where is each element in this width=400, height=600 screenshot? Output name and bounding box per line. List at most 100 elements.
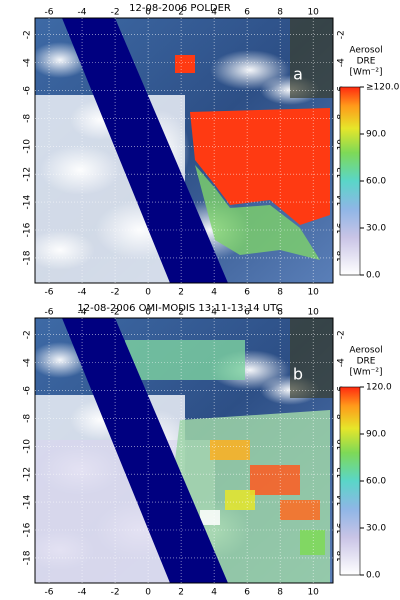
y-tick-label: -14 — [23, 194, 33, 209]
y-tick-label: -6 — [23, 386, 33, 395]
x-tick-label: 2 — [178, 308, 184, 318]
y-tick-label: -10 — [23, 139, 33, 154]
x-tick-label: 8 — [277, 288, 283, 298]
map-image — [25, 318, 333, 583]
land — [290, 318, 333, 398]
panel-letter: b — [293, 365, 303, 384]
aerosol-cell — [225, 490, 255, 510]
y-tick-label: -16 — [23, 522, 33, 537]
x-tick-label: 8 — [277, 8, 283, 18]
cloud — [40, 145, 120, 195]
x-tick-label: 4 — [211, 288, 217, 298]
colorbar — [339, 86, 361, 276]
colorbar-tick-label: 30.0 — [366, 524, 386, 534]
aerosol-high — [190, 108, 330, 225]
y-tick-label: -2 — [23, 330, 33, 339]
panel: 12-08-2006 POLDER a -6 -6 -4 -4 -2 -2 0 0 2 2 4 4 6 6 8 8… — [23, 3, 400, 298]
aerosol-mid — [195, 165, 320, 260]
cloud — [30, 42, 90, 78]
x-tick-label: 0 — [145, 288, 151, 298]
y-tick-label: -12 — [23, 167, 33, 182]
panel-title: 12-08-2006 OMI-MODIS 13:11-13:14 UTC — [77, 303, 282, 314]
x-tick-label: -6 — [45, 288, 54, 298]
y-tick-label: -16 — [23, 222, 33, 237]
colorbar-tick-label: 120.0 — [366, 383, 392, 393]
x-tick-label: 10 — [307, 588, 319, 598]
y-tick-label: -14 — [23, 494, 33, 509]
aerosol-cell — [200, 510, 220, 525]
panel-title: 12-08-2006 POLDER — [129, 3, 231, 14]
colorbar-tick-label: 0.0 — [366, 571, 381, 581]
y-tick-label: -4 — [23, 358, 33, 367]
x-tick-label: 2 — [178, 588, 184, 598]
x-tick-label: 6 — [244, 308, 250, 318]
x-tick-label: 4 — [211, 8, 217, 18]
colorbar-title: Aerosol — [349, 46, 382, 56]
y-tick-label: -2 — [337, 330, 347, 339]
y-tick-label: -4 — [337, 358, 347, 367]
aerosol-top — [125, 340, 245, 380]
x-tick-label: -6 — [45, 8, 54, 18]
cloud — [25, 230, 95, 270]
y-tick-label: -4 — [23, 58, 33, 67]
x-tick-label: 4 — [211, 588, 217, 598]
aerosol-cell — [280, 500, 320, 520]
x-tick-label: 2 — [178, 8, 184, 18]
x-tick-label: -2 — [111, 288, 120, 298]
y-tick-label: -2 — [337, 30, 347, 39]
x-tick-label: 6 — [244, 8, 250, 18]
orbit-gap — [62, 18, 228, 283]
x-tick-label: 6 — [244, 588, 250, 598]
map-frame — [34, 317, 334, 584]
map-image — [25, 18, 333, 283]
y-tick-label: -12 — [23, 467, 33, 482]
x-tick-label: 0 — [145, 8, 151, 18]
map-frame — [34, 17, 334, 284]
x-tick-label: 4 — [211, 308, 217, 318]
x-tick-label: -2 — [111, 8, 120, 18]
x-tick-label: 0 — [145, 588, 151, 598]
x-tick-label: -2 — [111, 588, 120, 598]
x-tick-label: -4 — [78, 588, 87, 598]
colorbar-title: DRE — [357, 357, 376, 367]
y-tick-label: -10 — [23, 439, 33, 454]
panel: 12-08-2006 OMI-MODIS 13:11-13:14 UTC b -6 -… — [23, 303, 393, 598]
colorbar-title: [Wm⁻²] — [349, 68, 382, 78]
colorbar — [339, 386, 361, 576]
aerosol-cell — [250, 465, 300, 495]
colorbar-tick-label: 0.0 — [366, 271, 381, 281]
aerosol-top — [175, 55, 195, 73]
x-tick-label: 8 — [277, 588, 283, 598]
aerosol-cell — [210, 440, 250, 460]
colorbar-title: Aerosol — [349, 346, 382, 356]
x-tick-label: 10 — [307, 288, 319, 298]
y-tick-label: -18 — [23, 250, 33, 265]
x-tick-label: -4 — [78, 288, 87, 298]
cloud — [30, 342, 90, 378]
x-tick-label: 6 — [244, 288, 250, 298]
y-tick-label: -4 — [337, 58, 347, 67]
y-tick-label: -8 — [23, 114, 33, 123]
orbit-gap — [62, 318, 228, 583]
colorbar-tick-label: ≥120.0 — [366, 83, 400, 93]
y-tick-label: -2 — [23, 30, 33, 39]
colorbar-tick-label: 90.0 — [366, 430, 386, 440]
x-tick-label: -2 — [111, 308, 120, 318]
y-tick-label: -6 — [23, 86, 33, 95]
y-tick-label: -8 — [23, 414, 33, 423]
colorbar-tick-label: 30.0 — [366, 224, 386, 234]
colorbar-title: DRE — [357, 57, 376, 67]
colorbar-title: [Wm⁻²] — [349, 368, 382, 378]
land — [290, 18, 333, 98]
panel-letter: a — [293, 65, 303, 84]
colorbar-tick-label: 90.0 — [366, 130, 386, 140]
x-tick-label: 2 — [178, 288, 184, 298]
x-tick-label: 10 — [307, 8, 319, 18]
x-tick-label: -6 — [45, 308, 54, 318]
x-tick-label: 10 — [307, 308, 319, 318]
x-tick-label: -4 — [78, 8, 87, 18]
x-tick-label: -6 — [45, 588, 54, 598]
x-tick-label: -4 — [78, 308, 87, 318]
colorbar-tick-label: 60.0 — [366, 477, 386, 487]
